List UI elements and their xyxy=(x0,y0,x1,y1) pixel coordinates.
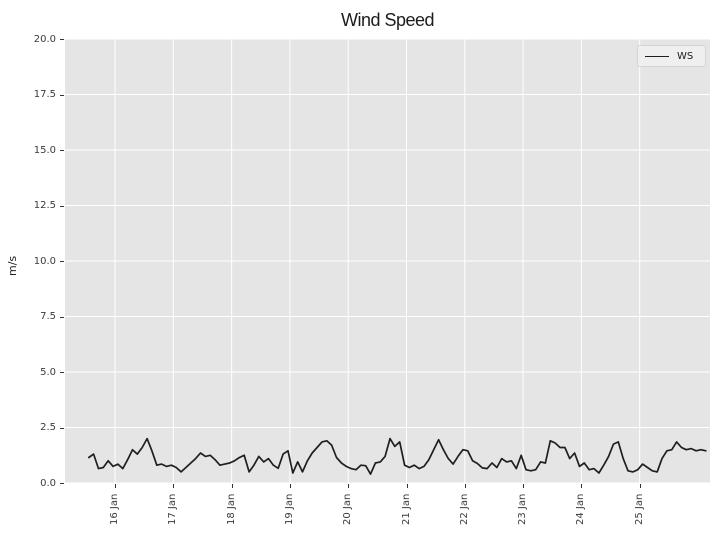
y-tick-label: 10.0 xyxy=(33,255,56,267)
x-tick-label: 21 Jan xyxy=(400,493,412,525)
x-tick-mark xyxy=(406,484,408,488)
x-tick-label: 25 Jan xyxy=(633,493,645,525)
x-tick-label: 23 Jan xyxy=(517,493,529,525)
y-tick-label: 17.5 xyxy=(33,89,56,100)
y-tick-label: 5.0 xyxy=(40,366,56,378)
y-tick-mark xyxy=(60,372,64,373)
legend: WS xyxy=(637,45,706,67)
x-tick-mark xyxy=(464,484,466,488)
y-tick-label: 15.0 xyxy=(33,144,56,156)
x-tick-mark xyxy=(523,484,525,488)
y-tick-label: 0.0 xyxy=(40,477,56,489)
data-line-group xyxy=(87,437,707,475)
y-tick-mark xyxy=(60,427,64,429)
y-tick-mark xyxy=(60,316,64,318)
x-tick-label: 17 Jan xyxy=(167,493,179,525)
x-tick-label: 18 Jan xyxy=(225,493,237,525)
x-tick-label: 22 Jan xyxy=(458,493,470,525)
y-tick-mark xyxy=(60,150,64,151)
x-tick-mark xyxy=(348,484,350,488)
y-tick-label: 2.5 xyxy=(40,422,56,433)
legend-entry-label: WS xyxy=(677,50,694,62)
x-tick-mark xyxy=(581,484,583,488)
x-tick-mark xyxy=(173,484,175,488)
x-tick-label: 19 Jan xyxy=(283,493,295,525)
gridlines xyxy=(65,39,710,483)
plot-area xyxy=(65,39,710,483)
x-tick-mark xyxy=(115,484,116,488)
y-tick-mark xyxy=(60,483,64,484)
y-tick-label: 7.5 xyxy=(40,311,56,322)
x-tick-mark xyxy=(639,484,641,488)
y-axis-label: m/s xyxy=(6,255,19,276)
y-tick-mark xyxy=(60,39,64,40)
x-tick-label: 16 Jan xyxy=(109,493,120,525)
chart-title: Wind Speed xyxy=(340,10,435,30)
x-tick-label: 20 Jan xyxy=(342,493,354,525)
legend-line-sample xyxy=(645,55,669,57)
x-tick-label: 24 Jan xyxy=(575,493,587,525)
plot-svg xyxy=(65,39,710,483)
wind-speed-line xyxy=(87,437,707,475)
y-tick-mark xyxy=(60,94,64,96)
y-tick-mark xyxy=(60,205,64,207)
y-tick-label: 12.5 xyxy=(33,200,56,211)
y-tick-label: 20.0 xyxy=(33,33,56,45)
x-tick-mark xyxy=(289,484,291,488)
y-tick-mark xyxy=(60,261,64,262)
x-tick-mark xyxy=(231,484,233,488)
